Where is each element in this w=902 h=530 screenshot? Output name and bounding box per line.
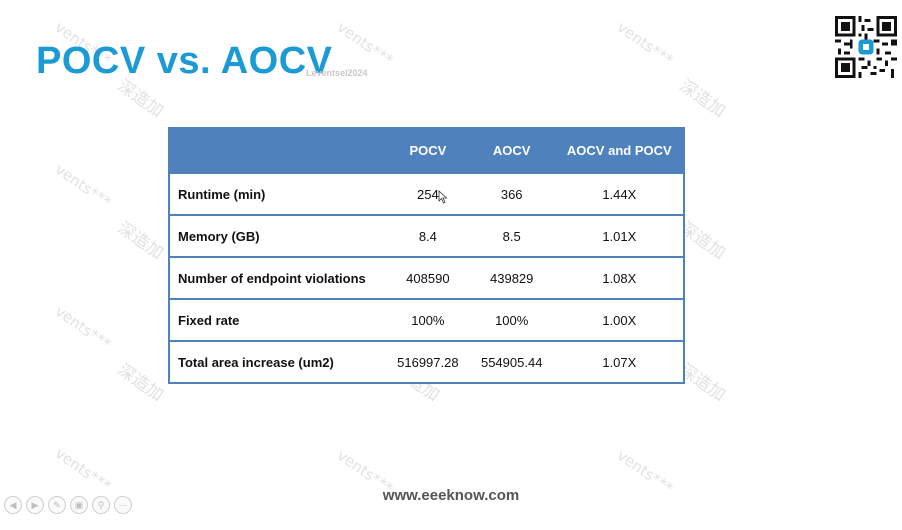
metric-cell: Total area increase (um2)	[169, 340, 388, 383]
ratio-cell: 1.00X	[555, 298, 684, 341]
watermark-text: vents***	[613, 18, 677, 70]
aocv-cell: 100%	[467, 298, 556, 341]
slide-title: POCV vs. AOCV	[36, 40, 333, 82]
header-cell	[169, 128, 388, 173]
comparison-table: POCV AOCV AOCV and POCV Runtime (min) 25…	[168, 127, 685, 384]
more-icon[interactable]: ⋯	[114, 496, 132, 514]
pocv-cell: 100%	[387, 298, 468, 341]
table-row: Runtime (min) 254 366 1.44X	[169, 172, 684, 215]
table-row: Total area increase (um2) 516997.28 5549…	[169, 340, 684, 383]
presentation-toolbar: ◀ ▶ ✎ ▣ ⚲ ⋯	[4, 496, 132, 514]
pocv-cell: 408590	[387, 256, 468, 299]
header-cell: POCV	[387, 128, 468, 173]
ratio-cell: 1.08X	[555, 256, 684, 299]
metric-cell: Runtime (min)	[169, 172, 388, 215]
table-row: Fixed rate 100% 100% 1.00X	[169, 298, 684, 341]
pen-icon[interactable]: ✎	[48, 496, 66, 514]
next-icon[interactable]: ▶	[26, 496, 44, 514]
header-cell: AOCV	[467, 128, 556, 173]
aocv-cell: 439829	[467, 256, 556, 299]
watermark-text: 深造加	[113, 218, 167, 264]
watermark-text: vents***	[333, 18, 397, 70]
pocv-cell: 254	[387, 172, 468, 215]
author-mark: Leventsel2024	[306, 68, 368, 78]
qr-code	[834, 16, 898, 78]
header-cell: AOCV and POCV	[555, 128, 684, 173]
metric-cell: Number of endpoint violations	[169, 256, 388, 299]
qr-code-icon	[835, 16, 897, 78]
watermark-text: 深造加	[113, 360, 167, 406]
ratio-cell: 1.01X	[555, 214, 684, 257]
table-row: Number of endpoint violations 408590 439…	[169, 256, 684, 299]
watermark-text: vents***	[51, 160, 115, 212]
table-header-row: POCV AOCV AOCV and POCV	[169, 128, 684, 173]
watermark-text: vents***	[51, 302, 115, 354]
aocv-cell: 554905.44	[467, 340, 556, 383]
footer-url: www.eeeknow.com	[382, 487, 520, 504]
metric-cell: Memory (GB)	[169, 214, 388, 257]
prev-icon[interactable]: ◀	[4, 496, 22, 514]
watermark-text: 深造加	[675, 76, 729, 122]
aocv-cell: 366	[467, 172, 556, 215]
ratio-cell: 1.44X	[555, 172, 684, 215]
mouse-cursor-icon	[438, 190, 448, 204]
aocv-cell: 8.5	[467, 214, 556, 257]
metric-cell: Fixed rate	[169, 298, 388, 341]
ratio-cell: 1.07X	[555, 340, 684, 383]
pocv-cell: 516997.28	[387, 340, 468, 383]
slides-icon[interactable]: ▣	[70, 496, 88, 514]
zoom-icon[interactable]: ⚲	[92, 496, 110, 514]
table-row: Memory (GB) 8.4 8.5 1.01X	[169, 214, 684, 257]
pocv-cell: 8.4	[387, 214, 468, 257]
